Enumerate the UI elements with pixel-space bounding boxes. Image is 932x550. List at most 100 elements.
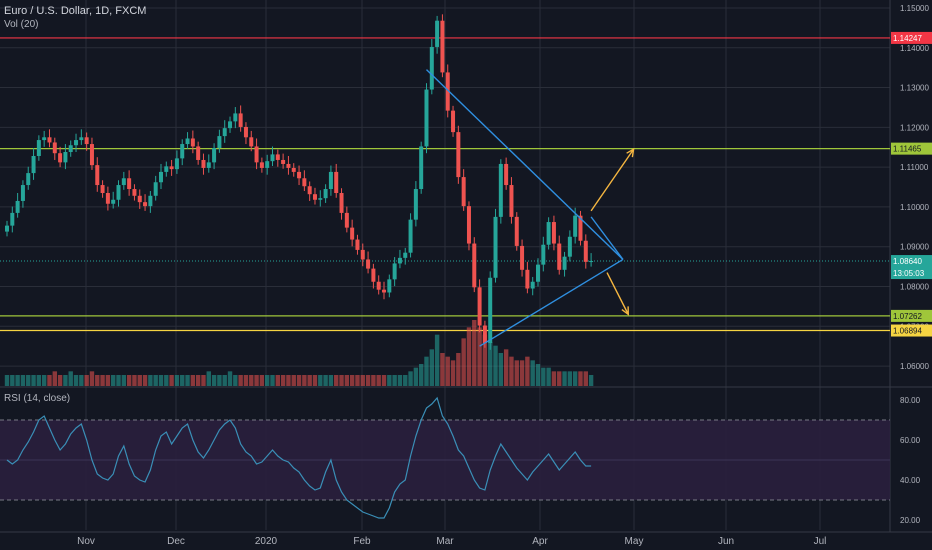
volume-bar: [418, 364, 424, 386]
y-tick-label: 1.14000: [900, 44, 929, 53]
volume-bar: [180, 375, 185, 386]
candle-body: [498, 163, 503, 217]
candle-body: [557, 243, 562, 270]
candle-body: [281, 159, 286, 164]
candle-body: [318, 198, 323, 200]
x-tick-label: Jul: [814, 536, 827, 547]
volume-bar: [488, 342, 493, 386]
y-tick-label: 1.15000: [900, 4, 929, 13]
candle-body: [297, 171, 302, 179]
volume-bar: [339, 375, 344, 386]
volume-bar: [211, 375, 217, 386]
volume-bar: [392, 375, 397, 386]
volume-bar: [79, 375, 84, 386]
x-tick-label: May: [625, 536, 644, 547]
candle-body: [228, 121, 233, 129]
volume-bar: [307, 375, 312, 386]
volume-bar: [121, 375, 127, 386]
level-tag: [891, 309, 932, 322]
candle-body: [196, 146, 201, 160]
volume-bar: [84, 375, 89, 386]
candle-body: [413, 189, 418, 220]
volume-bar: [47, 375, 52, 386]
triangle-upper-line[interactable]: [426, 69, 624, 260]
level-tag: [891, 31, 932, 44]
volume-bar: [15, 375, 20, 386]
horizontal-levels: [0, 37, 890, 332]
candle-body: [403, 252, 408, 258]
volume-bar: [381, 375, 387, 386]
arrow-up[interactable]: [590, 148, 635, 212]
candle-body: [259, 162, 264, 168]
volume-bar: [365, 375, 371, 386]
candle-body: [190, 138, 195, 147]
current-price-label: 1.08640: [893, 257, 922, 266]
volume-bar: [169, 375, 174, 386]
volume-bar: [551, 371, 557, 386]
volume-bar: [312, 375, 318, 386]
volume-bar: [344, 375, 350, 386]
candle-body: [137, 195, 142, 203]
volume-bar: [429, 349, 434, 386]
candle-body: [408, 219, 413, 253]
volume-bar: [111, 375, 116, 386]
level-tag-label: 1.14247: [893, 34, 922, 43]
candle-body: [509, 185, 514, 217]
volume-bar: [472, 320, 477, 386]
volume-bar: [466, 327, 472, 386]
y-tick-label: 1.11000: [900, 163, 929, 172]
rsi-label[interactable]: RSI (14, close): [4, 393, 71, 404]
candle-body: [121, 178, 126, 186]
candle-body: [212, 148, 217, 163]
triangle-right-edge[interactable]: [590, 216, 624, 260]
volume-bars: [4, 320, 594, 386]
candle-body: [164, 166, 169, 172]
rsi-pane: [0, 396, 890, 519]
candle-body: [132, 189, 137, 196]
candle-body: [275, 154, 280, 160]
candle-body: [84, 137, 89, 145]
candle-body: [47, 137, 52, 143]
volume-bar: [233, 375, 238, 386]
current-price-tag: [891, 255, 932, 280]
candle-body: [350, 227, 355, 240]
volume-bar: [31, 375, 36, 386]
volume-bar: [36, 375, 42, 386]
arrow-down[interactable]: [606, 272, 629, 315]
candle-body: [74, 140, 79, 146]
level-tag-label: 1.06894: [893, 327, 922, 336]
symbol-title[interactable]: Euro / U.S. Dollar, 1D, FXCM: [4, 5, 147, 17]
candle-body: [148, 195, 153, 207]
volume-bar: [535, 364, 541, 386]
candle-body: [31, 155, 36, 174]
volume-bar: [355, 375, 360, 386]
candle-body: [456, 132, 461, 178]
triangle-lower-line[interactable]: [479, 258, 624, 347]
candle-body: [493, 216, 498, 278]
rsi-line: [6, 396, 592, 519]
volume-bar: [291, 375, 296, 386]
candle-body: [546, 222, 551, 245]
volume-bar: [105, 375, 111, 386]
volume-bar: [588, 375, 594, 386]
candle-body: [551, 222, 556, 244]
volume-bar: [334, 375, 339, 386]
y-tick-label: 1.09000: [900, 243, 929, 252]
volume-label[interactable]: Vol (20): [4, 19, 39, 30]
candle-body: [153, 182, 158, 196]
volume-bar: [503, 349, 509, 386]
rsi-tick-label: 60.00: [900, 436, 921, 445]
volume-bar: [275, 375, 281, 386]
axes: Nov Dec 2020 Feb Mar Apr May Jun Jul 1.15000 1.140…: [77, 4, 929, 547]
volume-bar: [360, 375, 365, 386]
candle-body: [440, 20, 445, 73]
trend-drawings[interactable]: [426, 69, 635, 347]
x-tick-label: Nov: [77, 536, 95, 547]
candle-body: [100, 185, 105, 193]
candle-body: [238, 113, 243, 127]
volume-bar: [137, 375, 142, 386]
volume-bar: [4, 375, 10, 386]
candle-body: [344, 212, 349, 228]
candle-body: [472, 243, 477, 288]
